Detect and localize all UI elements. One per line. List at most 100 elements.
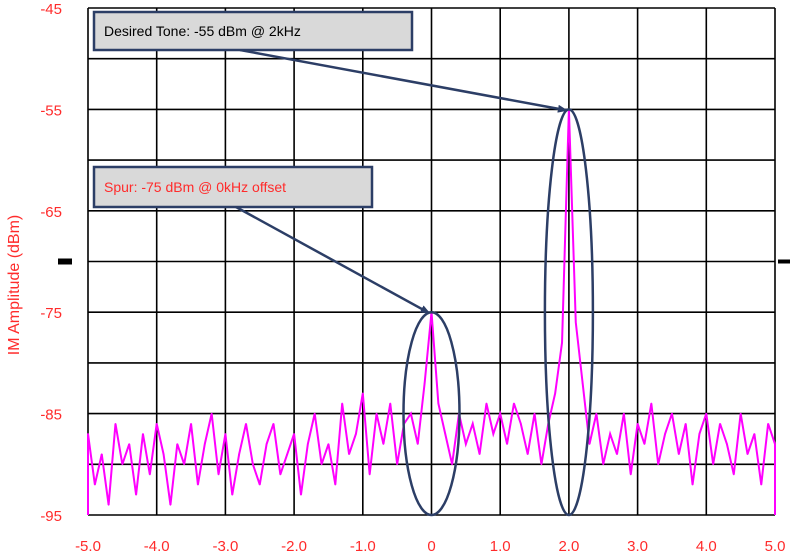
annotation-ellipse (543, 108, 595, 517)
data-point (574, 321, 577, 324)
data-point (774, 443, 776, 445)
data-point (678, 453, 680, 455)
data-point (94, 483, 96, 486)
data-point (705, 412, 708, 415)
right-marker-icon (778, 259, 790, 264)
annotation-text: Desired Tone: -55 dBm @ 2kHz (104, 23, 301, 39)
data-point (231, 493, 234, 496)
data-point (87, 433, 89, 435)
data-point (135, 493, 137, 496)
data-point (416, 443, 419, 445)
data-point (513, 402, 515, 405)
data-point (107, 504, 110, 506)
data-point (362, 392, 364, 395)
data-point (726, 443, 728, 445)
data-point (155, 422, 158, 425)
data-point (465, 443, 467, 445)
data-point (643, 443, 646, 445)
data-point (767, 422, 769, 425)
x-tick-label: 3.0 (627, 538, 648, 555)
data-point (691, 483, 694, 486)
x-tick-label: -4.0 (144, 538, 170, 555)
y-axis-label: IM Amplitude (dBm) (6, 215, 23, 355)
data-point (272, 422, 275, 425)
data-point (410, 412, 412, 415)
data-point (423, 382, 426, 384)
left-marker-icon (58, 258, 72, 265)
data-point (623, 412, 625, 415)
x-tick-label: 0 (427, 538, 435, 555)
annotation-arrow (239, 48, 568, 113)
data-point (712, 463, 714, 466)
data-point (114, 422, 117, 425)
data-point (142, 433, 144, 435)
data-point (334, 483, 337, 486)
data-point (671, 412, 673, 415)
x-tick-label: -3.0 (212, 538, 238, 555)
side-markers (58, 258, 790, 265)
data-point (355, 433, 357, 435)
data-point (279, 473, 282, 476)
data-point (300, 493, 302, 496)
data-point (444, 433, 447, 435)
data-point (238, 453, 240, 455)
y-tick-label: -85 (40, 407, 62, 424)
data-point (506, 443, 508, 445)
x-tick-label: -2.0 (281, 538, 307, 555)
annotations: Desired Tone: -55 dBm @ 2kHz Spur: -75 dB… (92, 10, 595, 517)
data-point (183, 463, 185, 466)
data-point (719, 422, 721, 425)
data-point (746, 453, 749, 455)
data-point (224, 433, 227, 435)
data-point (389, 402, 392, 405)
data-point (533, 412, 536, 415)
data-point (197, 483, 199, 486)
data-point (252, 463, 254, 466)
x-tick-label: 2.0 (558, 538, 579, 555)
data-point (478, 453, 481, 455)
data-point (176, 443, 179, 445)
data-point (217, 473, 220, 476)
data-point (437, 402, 440, 405)
data-point (492, 433, 495, 435)
y-tick-label: -65 (40, 204, 62, 221)
data-point (100, 453, 103, 455)
x-tick-label: -1.0 (350, 538, 376, 555)
data-point (258, 483, 261, 486)
data-point (657, 463, 660, 466)
x-tick-label: 4.0 (696, 538, 717, 555)
data-point (520, 422, 522, 425)
data-point (451, 463, 453, 466)
data-point (313, 412, 316, 415)
data-point (368, 473, 371, 476)
data-point (348, 453, 350, 455)
y-tick-labels: -45 -55 -65 -75 -85 -95 (40, 1, 62, 525)
data-point (128, 443, 131, 445)
x-tick-labels: -5.0 -4.0 -3.0 -2.0 -1.0 0 1.0 2.0 3.0 4.0 5.0 (75, 538, 785, 555)
y-tick-label: -95 (40, 508, 62, 525)
annotation-text: Spur: -75 dBm @ 0kHz offset (104, 179, 286, 195)
data-point (561, 341, 563, 344)
data-point (684, 422, 687, 425)
data-point (307, 443, 309, 445)
data-point (753, 433, 756, 435)
data-point (609, 433, 611, 435)
data-point (162, 453, 165, 455)
data-point (485, 402, 488, 405)
data-point (121, 463, 124, 466)
x-tick-label: -5.0 (75, 538, 101, 555)
data-point (602, 463, 605, 466)
data-point (203, 443, 206, 445)
data-point (588, 443, 591, 445)
data-point (286, 453, 289, 455)
y-tick-label: -75 (40, 305, 62, 322)
x-tick-label: 1.0 (490, 538, 511, 555)
data-point (581, 382, 584, 384)
data-point (636, 422, 639, 425)
annotation-arrow (235, 205, 431, 315)
data-point (554, 392, 556, 395)
data-point (396, 463, 398, 466)
data-point (245, 422, 247, 425)
data-point (149, 473, 151, 476)
